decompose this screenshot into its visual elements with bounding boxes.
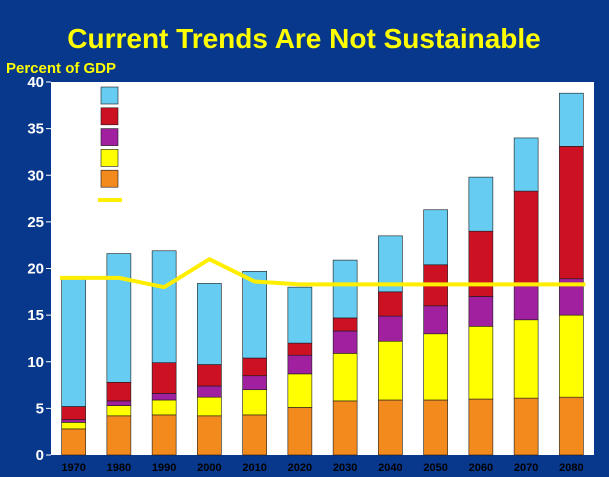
bar-medicaid-1980 [106,400,132,406]
bar-interest-2020 [287,342,313,356]
legend-label-other-government: Other Government [133,88,249,103]
bar-medicaid-1970 [61,419,86,423]
legend-swatch-medicaid [100,128,119,146]
x-tick-2060: 2060 [469,462,493,474]
legend: Other Government Interest Medicaid Medicare… [98,86,249,207]
bar-medicare-2080 [559,314,584,398]
legend-label-social-security: Social Security [133,171,227,186]
x-tick-2000: 2000 [197,462,221,474]
y-tick-40: 40 [27,74,44,91]
bar-medicaid-2030 [332,330,358,354]
x-tick-2070: 2070 [514,462,538,474]
bar-medicaid-1990 [151,393,177,401]
chart-title: Current Trends Are Not Sustainable [67,23,541,54]
x-tick-2030: 2030 [333,462,357,474]
bar-social-security-1970 [61,428,86,456]
bar-other-government-2070 [513,137,539,192]
bar-interest-2040 [378,291,403,317]
bar-interest-1970 [61,406,86,420]
x-tick-labels: 1970 1980 1990 2000 2010 2020 2030 2040 2050 2060… [61,462,583,474]
legend-swatch-medicare [100,149,119,167]
bar-social-security-2070 [513,397,539,456]
x-tick-1970: 1970 [61,462,85,474]
legend-swatch-other-government [100,86,119,105]
bar-medicare-2030 [332,353,358,402]
bar-social-security-2020 [287,407,313,456]
bar-medicare-2040 [378,340,403,401]
y-tick-30: 30 [27,167,44,184]
bar-social-security-2010 [242,414,267,456]
bar-other-government-2010 [242,270,267,359]
bar-social-security-2030 [332,400,358,456]
y-axis-label: Percent of GDP [6,60,116,77]
bar-medicaid-2000 [197,385,222,398]
y-tick-5: 5 [36,400,44,417]
bar-medicaid-2020 [287,354,313,375]
bar-interest-1990 [151,362,177,394]
total-receipts-line-group [60,257,586,290]
bar-other-government-1980 [106,253,132,383]
bar-social-security-1980 [106,415,132,456]
legend-label-total-receipts: Total Receipts [133,192,221,207]
plot-area [51,82,594,455]
bar-interest-2060 [468,230,494,297]
bar-social-security-2040 [378,399,403,456]
x-tick-1990: 1990 [152,462,176,474]
bar-medicaid-2050 [423,305,448,335]
bar-social-security-2060 [468,398,494,456]
bar-medicare-2050 [423,333,448,401]
bar-medicaid-2060 [468,296,494,327]
x-tick-2020: 2020 [288,462,312,474]
legend-label-interest: Interest [133,109,181,124]
bar-interest-2030 [332,317,358,332]
bar-interest-2010 [242,357,267,377]
legend-swatch-social-security [100,169,119,188]
bar-medicare-2000 [197,396,222,417]
bar-other-government-2030 [332,259,358,319]
bar-interest-2000 [197,364,222,387]
bar-other-government-2050 [423,209,448,266]
bar-social-security-1990 [151,414,177,456]
bar-social-security-2000 [197,415,222,456]
bar-medicare-2070 [513,319,539,399]
bar-medicaid-2070 [513,284,539,321]
bar-other-government-1970 [61,277,86,407]
bar-medicare-1980 [106,405,132,417]
x-tick-2050: 2050 [423,462,447,474]
bar-medicare-1990 [151,399,177,416]
y-tick-0: 0 [36,447,44,464]
y-tick-20: 20 [27,261,44,278]
x-tick-2010: 2010 [242,462,266,474]
bar-medicaid-2040 [378,315,403,342]
bar-other-government-2080 [559,92,584,147]
bar-other-government-1990 [151,250,177,363]
bar-interest-1980 [106,381,132,402]
bar-medicare-2020 [287,373,313,408]
bar-social-security-2080 [559,396,584,456]
y-tick-25: 25 [27,214,44,231]
y-tick-15: 15 [27,307,44,324]
bar-other-government-2060 [468,176,494,232]
bar-other-government-2020 [287,286,313,344]
bar-other-government-2000 [197,283,222,365]
y-tick-10: 10 [27,354,44,371]
legend-label-medicare: Medicare [133,150,189,165]
x-tick-1980: 1980 [107,462,131,474]
y-tick-labels: 0 5 10 15 20 25 30 35 40 [27,74,51,464]
bar-medicare-2060 [468,326,494,400]
bar-interest-2080 [559,146,584,280]
bar-social-security-2050 [423,399,448,456]
y-tick-35: 35 [27,121,44,138]
bar-interest-2070 [513,190,539,285]
legend-swatch-interest [100,107,119,126]
bar-medicare-2010 [242,389,267,416]
total-receipts-line [60,257,586,290]
x-tick-2080: 2080 [559,462,583,474]
bar-medicaid-2010 [242,375,267,391]
x-tick-2040: 2040 [378,462,402,474]
legend-label-medicaid: Medicaid [133,130,189,145]
bar-medicare-1970 [61,422,86,430]
